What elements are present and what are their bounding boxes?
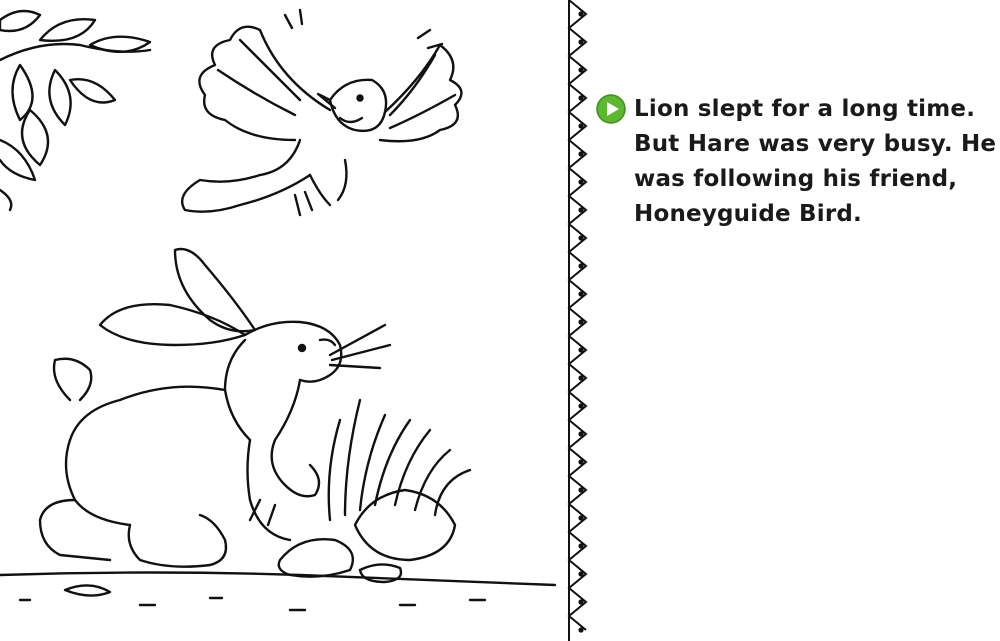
story-line: was following his friend,: [634, 166, 958, 192]
play-circle-icon[interactable]: [596, 94, 626, 124]
border-dot: [578, 571, 584, 577]
border-dot: [578, 375, 584, 381]
border-dot: [578, 207, 584, 213]
border-dot: [578, 11, 584, 17]
border-dot: [578, 319, 584, 325]
story-line: But Hare was very busy. He: [634, 131, 997, 157]
story-panel: Lion slept for a long time. But Hare was…: [596, 92, 997, 232]
border-dot: [578, 627, 584, 633]
border-dot: [578, 431, 584, 437]
hare: [38, 247, 392, 568]
border-dot: [578, 263, 584, 269]
story-text: Lion slept for a long time. But Hare was…: [634, 92, 997, 232]
border-dot: [578, 95, 584, 101]
border-dot: [578, 599, 584, 605]
border-dot: [578, 487, 584, 493]
border-dot: [578, 515, 584, 521]
grass-and-rocks: [0, 398, 557, 612]
border-dot: [578, 403, 584, 409]
border-dot: [578, 39, 584, 45]
border-dot: [578, 151, 584, 157]
border-dot: [578, 235, 584, 241]
border-dot: [578, 543, 584, 549]
story-line: Lion slept for a long time.: [634, 96, 976, 122]
border-dot: [578, 179, 584, 185]
border-dot: [578, 123, 584, 129]
border-dot: [578, 67, 584, 73]
border-dot: [578, 291, 584, 297]
leaves: [0, 9, 152, 212]
honeyguide-bird: [180, 8, 463, 217]
zigzag-border: [567, 0, 588, 641]
border-dot: [578, 459, 584, 465]
hare-and-bird-illustration: [0, 8, 557, 612]
border-dot: [578, 347, 584, 353]
story-line: Honeyguide Bird.: [634, 201, 862, 227]
